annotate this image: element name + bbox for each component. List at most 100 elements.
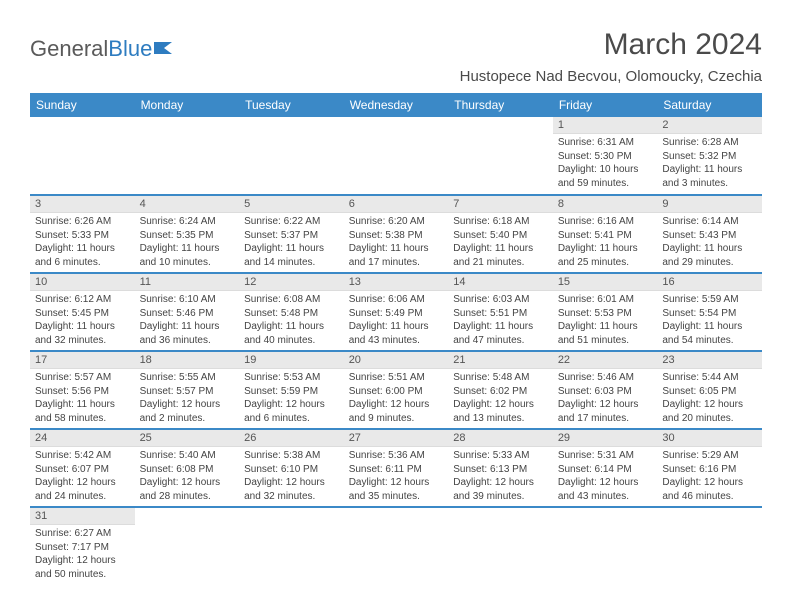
day-cell: 30Sunrise: 5:29 AMSunset: 6:16 PMDayligh… — [657, 429, 762, 507]
day-cell: 20Sunrise: 5:51 AMSunset: 6:00 PMDayligh… — [344, 351, 449, 429]
day-details: Sunrise: 5:29 AMSunset: 6:16 PMDaylight:… — [657, 447, 762, 506]
day-details: Sunrise: 6:12 AMSunset: 5:45 PMDaylight:… — [30, 291, 135, 350]
day-details: Sunrise: 6:10 AMSunset: 5:46 PMDaylight:… — [135, 291, 240, 350]
day-details: Sunrise: 6:22 AMSunset: 5:37 PMDaylight:… — [239, 213, 344, 272]
day-header: Friday — [553, 93, 658, 117]
day-details: Sunrise: 5:33 AMSunset: 6:13 PMDaylight:… — [448, 447, 553, 506]
day-details: Sunrise: 6:16 AMSunset: 5:41 PMDaylight:… — [553, 213, 658, 272]
day-details: Sunrise: 5:40 AMSunset: 6:08 PMDaylight:… — [135, 447, 240, 506]
day-number: 27 — [344, 430, 449, 447]
day-cell: 9Sunrise: 6:14 AMSunset: 5:43 PMDaylight… — [657, 195, 762, 273]
day-details: Sunrise: 6:31 AMSunset: 5:30 PMDaylight:… — [553, 134, 658, 193]
day-cell — [239, 117, 344, 195]
day-cell: 5Sunrise: 6:22 AMSunset: 5:37 PMDaylight… — [239, 195, 344, 273]
day-header: Monday — [135, 93, 240, 117]
day-cell — [135, 117, 240, 195]
logo-text-blue: Blue — [108, 36, 152, 62]
day-number: 21 — [448, 352, 553, 369]
day-number: 23 — [657, 352, 762, 369]
month-title: March 2024 — [460, 28, 762, 62]
logo-flag-icon — [154, 36, 174, 62]
day-cell — [657, 507, 762, 585]
day-details: Sunrise: 6:03 AMSunset: 5:51 PMDaylight:… — [448, 291, 553, 350]
day-number: 13 — [344, 274, 449, 291]
day-cell: 19Sunrise: 5:53 AMSunset: 5:59 PMDayligh… — [239, 351, 344, 429]
day-details: Sunrise: 5:48 AMSunset: 6:02 PMDaylight:… — [448, 369, 553, 428]
day-details: Sunrise: 5:31 AMSunset: 6:14 PMDaylight:… — [553, 447, 658, 506]
day-cell: 23Sunrise: 5:44 AMSunset: 6:05 PMDayligh… — [657, 351, 762, 429]
day-number: 28 — [448, 430, 553, 447]
day-number: 6 — [344, 196, 449, 213]
day-cell: 31Sunrise: 6:27 AMSunset: 7:17 PMDayligh… — [30, 507, 135, 585]
day-cell: 16Sunrise: 5:59 AMSunset: 5:54 PMDayligh… — [657, 273, 762, 351]
day-number: 22 — [553, 352, 658, 369]
day-number: 11 — [135, 274, 240, 291]
day-cell: 24Sunrise: 5:42 AMSunset: 6:07 PMDayligh… — [30, 429, 135, 507]
day-cell: 13Sunrise: 6:06 AMSunset: 5:49 PMDayligh… — [344, 273, 449, 351]
day-cell — [344, 507, 449, 585]
location-text: Hustopece Nad Becvou, Olomoucky, Czechia — [460, 68, 762, 85]
day-details: Sunrise: 5:38 AMSunset: 6:10 PMDaylight:… — [239, 447, 344, 506]
day-number: 3 — [30, 196, 135, 213]
day-cell: 11Sunrise: 6:10 AMSunset: 5:46 PMDayligh… — [135, 273, 240, 351]
day-header: Tuesday — [239, 93, 344, 117]
day-cell — [448, 507, 553, 585]
day-details: Sunrise: 5:55 AMSunset: 5:57 PMDaylight:… — [135, 369, 240, 428]
day-cell: 8Sunrise: 6:16 AMSunset: 5:41 PMDaylight… — [553, 195, 658, 273]
day-number: 19 — [239, 352, 344, 369]
day-number: 18 — [135, 352, 240, 369]
day-cell: 18Sunrise: 5:55 AMSunset: 5:57 PMDayligh… — [135, 351, 240, 429]
day-number: 8 — [553, 196, 658, 213]
day-number: 17 — [30, 352, 135, 369]
day-cell: 22Sunrise: 5:46 AMSunset: 6:03 PMDayligh… — [553, 351, 658, 429]
calendar-body: 1Sunrise: 6:31 AMSunset: 5:30 PMDaylight… — [30, 117, 762, 585]
day-number: 14 — [448, 274, 553, 291]
logo: GeneralBlue — [30, 28, 174, 62]
day-number: 2 — [657, 117, 762, 134]
day-cell: 12Sunrise: 6:08 AMSunset: 5:48 PMDayligh… — [239, 273, 344, 351]
day-details: Sunrise: 5:59 AMSunset: 5:54 PMDaylight:… — [657, 291, 762, 350]
day-number: 5 — [239, 196, 344, 213]
day-cell — [239, 507, 344, 585]
day-number: 16 — [657, 274, 762, 291]
day-number: 24 — [30, 430, 135, 447]
day-number: 26 — [239, 430, 344, 447]
day-details: Sunrise: 5:44 AMSunset: 6:05 PMDaylight:… — [657, 369, 762, 428]
day-cell: 21Sunrise: 5:48 AMSunset: 6:02 PMDayligh… — [448, 351, 553, 429]
day-details: Sunrise: 6:18 AMSunset: 5:40 PMDaylight:… — [448, 213, 553, 272]
day-cell: 1Sunrise: 6:31 AMSunset: 5:30 PMDaylight… — [553, 117, 658, 195]
day-cell: 28Sunrise: 5:33 AMSunset: 6:13 PMDayligh… — [448, 429, 553, 507]
day-details: Sunrise: 5:46 AMSunset: 6:03 PMDaylight:… — [553, 369, 658, 428]
day-number: 9 — [657, 196, 762, 213]
week-row: 10Sunrise: 6:12 AMSunset: 5:45 PMDayligh… — [30, 273, 762, 351]
day-cell: 4Sunrise: 6:24 AMSunset: 5:35 PMDaylight… — [135, 195, 240, 273]
day-cell — [553, 507, 658, 585]
day-number: 12 — [239, 274, 344, 291]
day-cell: 3Sunrise: 6:26 AMSunset: 5:33 PMDaylight… — [30, 195, 135, 273]
day-details: Sunrise: 6:01 AMSunset: 5:53 PMDaylight:… — [553, 291, 658, 350]
day-number: 25 — [135, 430, 240, 447]
day-cell: 7Sunrise: 6:18 AMSunset: 5:40 PMDaylight… — [448, 195, 553, 273]
day-details: Sunrise: 5:51 AMSunset: 6:00 PMDaylight:… — [344, 369, 449, 428]
day-number: 1 — [553, 117, 658, 134]
day-cell — [135, 507, 240, 585]
day-header-row: SundayMondayTuesdayWednesdayThursdayFrid… — [30, 93, 762, 117]
week-row: 31Sunrise: 6:27 AMSunset: 7:17 PMDayligh… — [30, 507, 762, 585]
day-header: Saturday — [657, 93, 762, 117]
day-header: Sunday — [30, 93, 135, 117]
day-details: Sunrise: 6:20 AMSunset: 5:38 PMDaylight:… — [344, 213, 449, 272]
day-cell — [448, 117, 553, 195]
day-details: Sunrise: 5:36 AMSunset: 6:11 PMDaylight:… — [344, 447, 449, 506]
day-number: 15 — [553, 274, 658, 291]
day-cell: 26Sunrise: 5:38 AMSunset: 6:10 PMDayligh… — [239, 429, 344, 507]
day-details: Sunrise: 6:14 AMSunset: 5:43 PMDaylight:… — [657, 213, 762, 272]
day-number: 10 — [30, 274, 135, 291]
day-number: 29 — [553, 430, 658, 447]
day-cell: 10Sunrise: 6:12 AMSunset: 5:45 PMDayligh… — [30, 273, 135, 351]
day-details: Sunrise: 5:53 AMSunset: 5:59 PMDaylight:… — [239, 369, 344, 428]
week-row: 24Sunrise: 5:42 AMSunset: 6:07 PMDayligh… — [30, 429, 762, 507]
day-cell: 25Sunrise: 5:40 AMSunset: 6:08 PMDayligh… — [135, 429, 240, 507]
day-cell: 6Sunrise: 6:20 AMSunset: 5:38 PMDaylight… — [344, 195, 449, 273]
week-row: 3Sunrise: 6:26 AMSunset: 5:33 PMDaylight… — [30, 195, 762, 273]
day-details: Sunrise: 6:28 AMSunset: 5:32 PMDaylight:… — [657, 134, 762, 193]
